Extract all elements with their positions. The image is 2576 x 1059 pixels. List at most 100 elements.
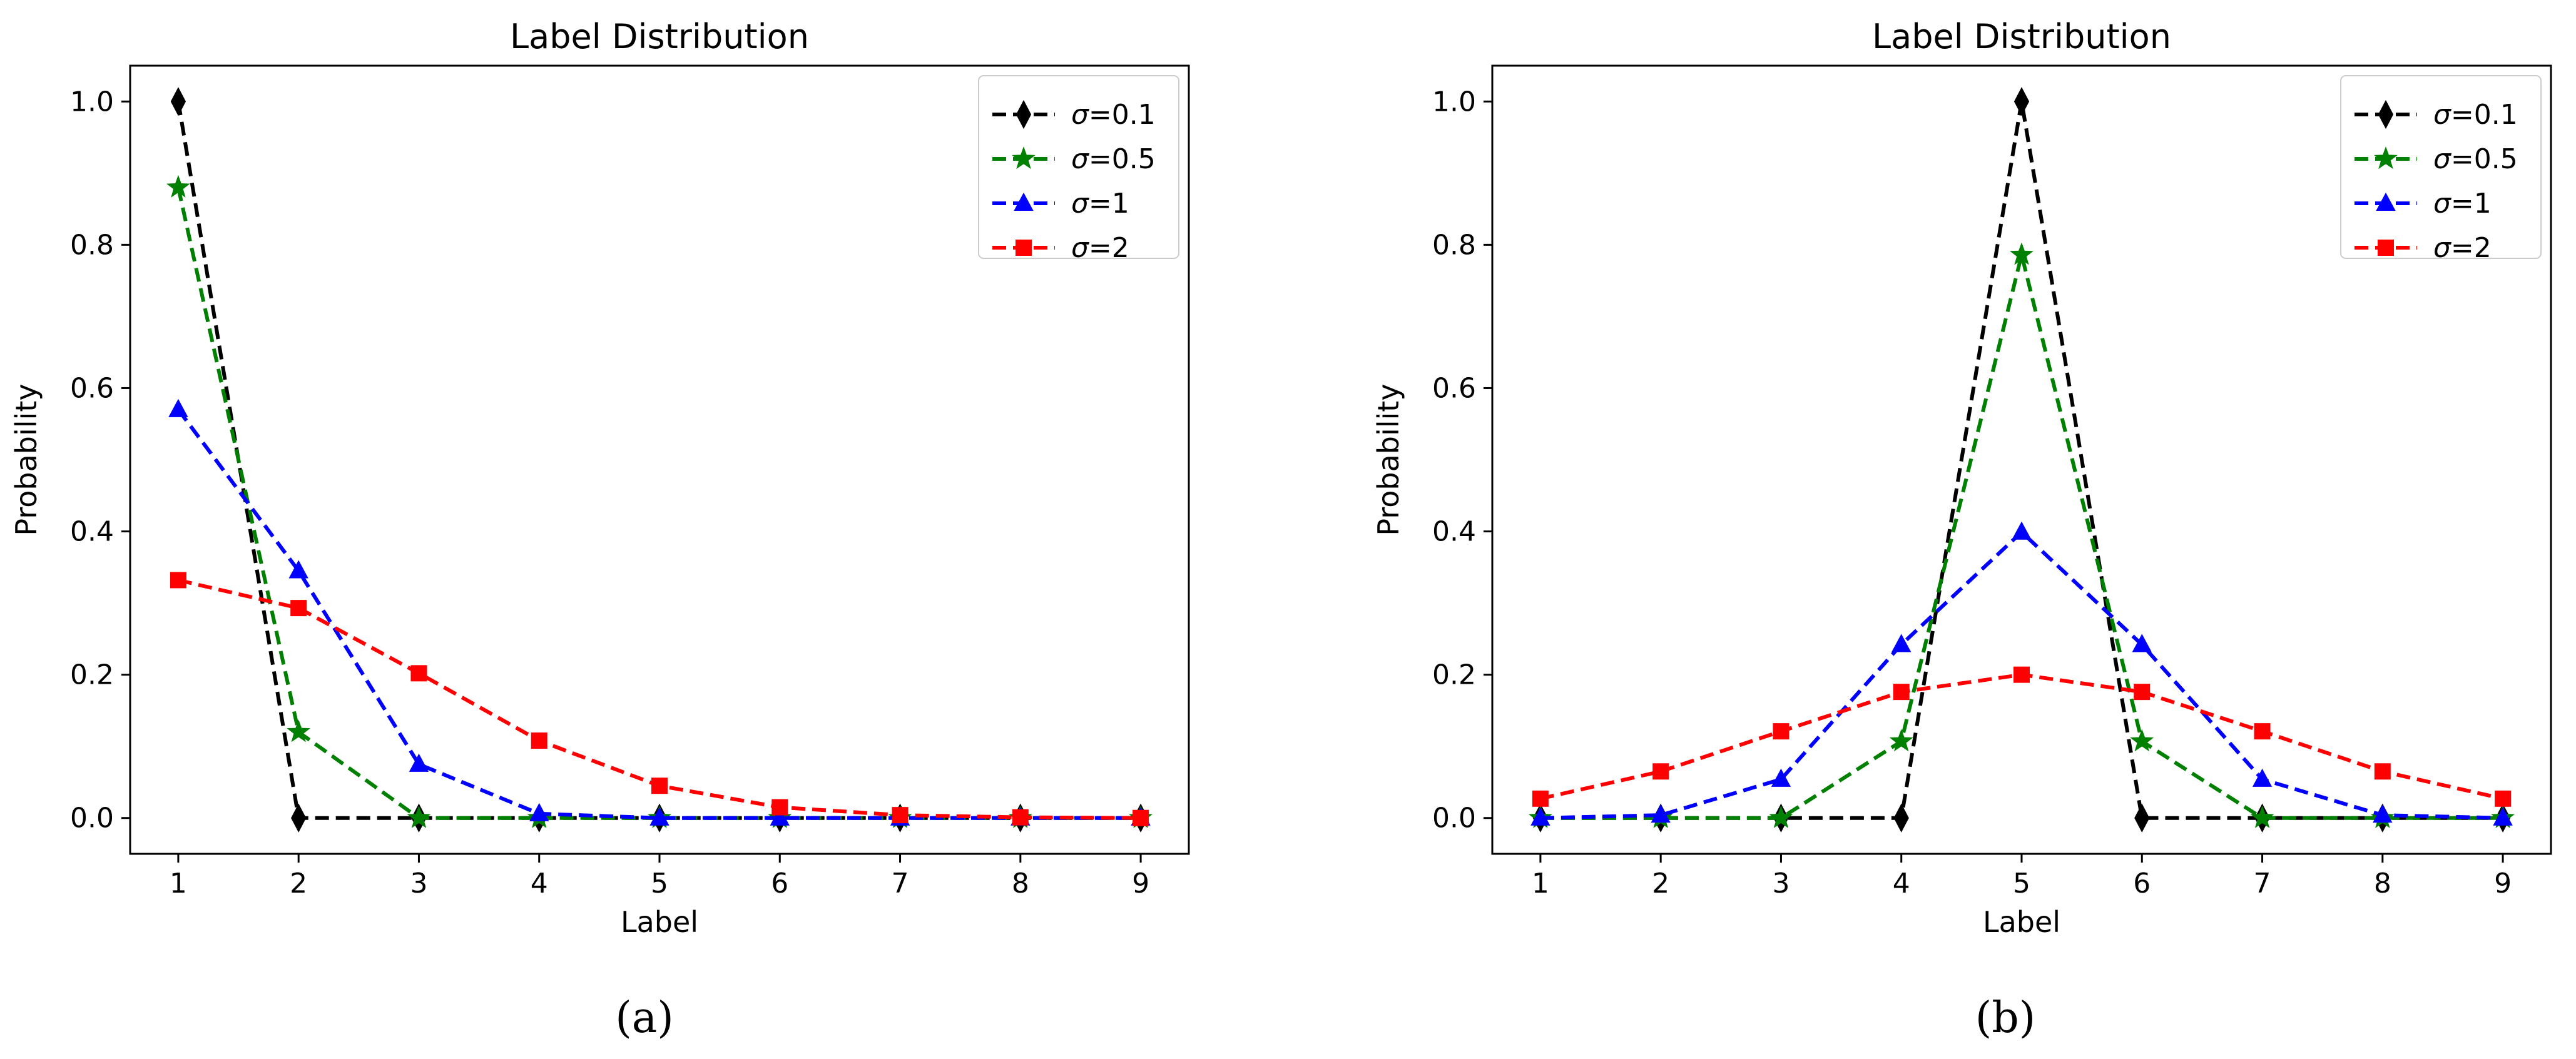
chart-panel-b: Label Distribution 1 2 3 4 5 6 7 8 9 0.0 0.2 0.4 0.6 0…	[1372, 17, 2552, 1043]
series-triangle	[168, 398, 1151, 826]
x-axis-label: Label	[1983, 905, 2060, 939]
series-line	[1540, 101, 2503, 820]
data-point	[2132, 634, 2152, 652]
y-tick-label: 0.4	[70, 516, 114, 548]
legend-label: σ=0.5	[1071, 143, 1156, 175]
data-point	[1773, 723, 1789, 740]
data-point	[291, 803, 307, 833]
legend-marker	[2374, 146, 2398, 170]
legend-label: σ=2	[1071, 232, 1129, 264]
data-point	[288, 560, 308, 579]
legend-label: σ=0.1	[1071, 99, 1156, 131]
x-tick-label: 6	[2133, 868, 2151, 899]
y-tick-label: 0.8	[70, 229, 114, 261]
y-tick-label: 1.0	[1432, 86, 1476, 118]
data-point	[2013, 666, 2030, 683]
data-point	[2495, 790, 2512, 807]
y-tick-label: 0.4	[1432, 516, 1476, 548]
legend-entry: σ=2	[2355, 232, 2492, 264]
x-tick-label: 3	[1772, 868, 1789, 899]
x-tick-label: 5	[2013, 868, 2030, 899]
data-point	[1652, 763, 1669, 780]
data-point	[1891, 634, 1912, 652]
data-point	[409, 753, 429, 772]
x-tick-label: 1	[1532, 868, 1549, 899]
data-point	[410, 665, 427, 682]
x-tick-label: 1	[170, 868, 187, 899]
data-point	[166, 175, 190, 198]
x-tick-label: 2	[1652, 868, 1669, 899]
legend-entry: σ=1	[2355, 188, 2492, 220]
series-square	[1532, 666, 2512, 807]
legend: σ=0.1 σ=0.5 σ=1 σ=2	[2340, 75, 2542, 264]
data-point	[2373, 804, 2393, 823]
data-point	[1893, 803, 1909, 833]
legend-entry: σ=1	[992, 188, 1129, 220]
x-tick-label: 7	[2254, 868, 2271, 899]
chart-title: Label Distribution	[1872, 17, 2171, 56]
legend-marker	[1016, 240, 1032, 256]
x-tick-label: 9	[2494, 868, 2512, 899]
data-point	[2493, 807, 2513, 826]
data-point	[2012, 521, 2032, 540]
series-star	[166, 175, 1153, 828]
data-point	[529, 803, 549, 821]
data-point	[1012, 809, 1029, 826]
legend: σ=0.1 σ=0.5 σ=1 σ=2	[978, 75, 1179, 264]
data-point	[287, 719, 311, 742]
x-tick-label: 2	[290, 868, 307, 899]
data-point	[651, 778, 668, 794]
data-point	[2134, 803, 2150, 833]
data-point	[649, 807, 669, 826]
panel-caption: (a)	[615, 993, 674, 1043]
x-tick-label: 7	[892, 868, 909, 899]
chart-title: Label Distribution	[510, 17, 809, 56]
legend-entry: σ=2	[992, 232, 1129, 264]
data-point	[771, 799, 788, 816]
data-point	[290, 600, 307, 617]
y-tick-label: 0.8	[1432, 229, 1476, 261]
legend-marker	[2378, 99, 2394, 129]
data-point	[1532, 790, 1549, 807]
y-tick-label: 0.6	[70, 372, 114, 404]
data-point	[770, 807, 790, 826]
y-tick-label: 0.0	[1432, 803, 1476, 834]
data-point	[1771, 768, 1791, 787]
data-point	[1133, 809, 1149, 826]
data-point	[2134, 684, 2151, 701]
data-point	[1530, 807, 1550, 826]
data-point	[2252, 768, 2273, 787]
legend-box	[978, 75, 1179, 259]
data-point	[1769, 805, 1793, 828]
plot-area	[166, 87, 1153, 833]
legend-box	[2340, 75, 2542, 259]
chart-panel-a: Label Distribution 1 2 3 4 5 6 7 8 9 0.0 0.2 0.4 0.6 0…	[9, 17, 1190, 1043]
x-tick-label: 6	[771, 868, 788, 899]
x-tick-label: 3	[410, 868, 427, 899]
data-point	[2010, 242, 2034, 265]
legend-entry: σ=0.1	[992, 99, 1156, 131]
legend-marker	[1014, 192, 1034, 211]
data-point	[168, 398, 188, 417]
y-axis-label: Probability	[1372, 383, 1405, 535]
series-line	[176, 187, 1141, 820]
data-point	[531, 732, 547, 749]
y-axis-label: Probability	[9, 383, 43, 535]
data-point	[170, 572, 186, 589]
y-tick-label: 0.2	[70, 659, 114, 691]
x-tick-label: 4	[1893, 868, 1910, 899]
plot-area	[1528, 87, 2515, 833]
legend-marker	[2378, 240, 2394, 256]
legend-entry: σ=0.5	[992, 143, 1156, 175]
legend-entry: σ=0.5	[2355, 143, 2518, 175]
x-tick-label: 8	[2374, 868, 2391, 899]
x-tick-label: 9	[1132, 868, 1149, 899]
data-point	[2013, 87, 2030, 116]
x-tick-label: 5	[651, 868, 668, 899]
y-tick-label: 0.6	[1432, 372, 1476, 404]
series-line	[1540, 672, 2503, 801]
y-tick-label: 1.0	[70, 86, 114, 118]
legend-label: σ=1	[1071, 188, 1129, 220]
x-axis-label: Label	[621, 905, 698, 939]
